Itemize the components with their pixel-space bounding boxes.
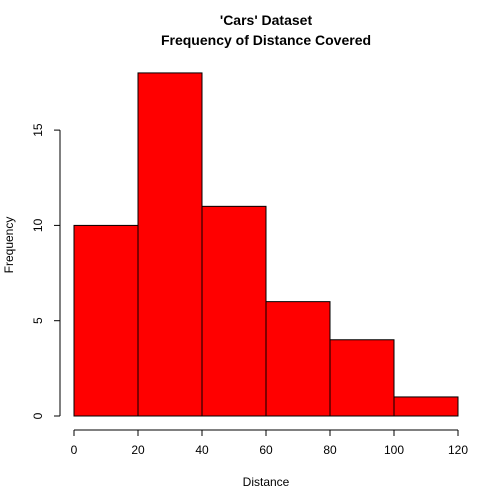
y-axis: 0 5 10 15 [31,123,61,419]
histogram-bar-0 [73,224,139,417]
y-tick-label: 0 [31,412,45,419]
histogram-bar-1 [137,72,203,417]
x-tick-label: 120 [448,443,468,457]
y-tick-label: 10 [31,218,45,232]
x-tick-label: 100 [384,443,404,457]
bars-group [73,72,459,417]
x-tick-label: 60 [259,443,273,457]
x-axis: 0 20 40 60 80 100 120 [71,429,468,457]
histogram-bar-3 [265,301,331,417]
y-tick-label: 15 [31,123,45,137]
x-tick-label: 0 [71,443,78,457]
chart-title: 'Cars' Dataset [220,12,313,28]
y-axis-label: Frequency [2,217,16,274]
histogram-bar-4 [329,339,395,417]
x-tick-label: 40 [195,443,209,457]
y-tick-label: 5 [31,317,45,324]
histogram-bar-5 [393,396,459,417]
x-axis-label: Distance [243,475,290,489]
x-tick-label: 20 [131,443,145,457]
histogram-bar-2 [201,205,267,417]
chart-subtitle: Frequency of Distance Covered [161,32,371,48]
x-tick-label: 80 [323,443,337,457]
